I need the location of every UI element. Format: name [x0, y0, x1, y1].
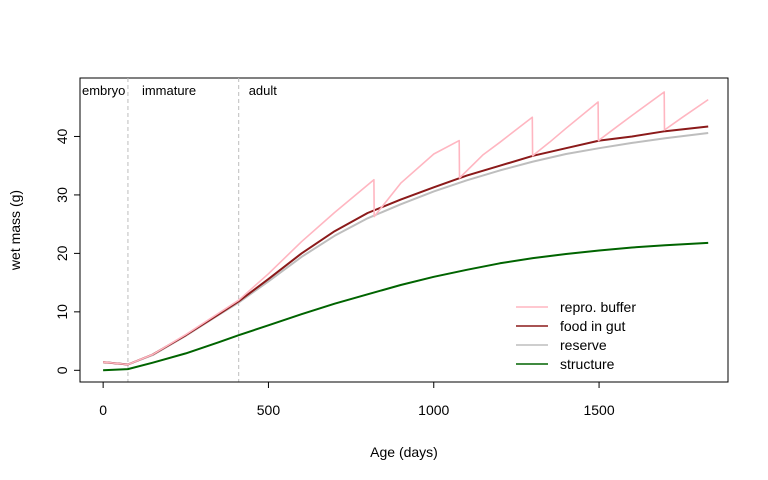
x-tick-label: 1500: [583, 402, 614, 418]
legend-label: food in gut: [560, 318, 625, 334]
stage-boundaries: [127, 78, 240, 382]
y-tick-label: 10: [54, 304, 70, 320]
legend-label: structure: [560, 356, 615, 372]
legend: repro. buffer food in gut reserve structure: [516, 299, 636, 372]
x-axis: 0 500 1000 1500: [99, 381, 615, 418]
series-layer: [103, 91, 709, 372]
y-tick-label: 0: [54, 366, 70, 374]
stage-labels: embryo immature adult: [82, 83, 277, 98]
y-axis-title: wet mass (g): [7, 190, 23, 271]
legend-label: repro. buffer: [560, 299, 636, 315]
y-axis: 0 10 20 30 40: [54, 128, 81, 374]
x-tick-label: 1000: [418, 402, 449, 418]
stage-label-immature: immature: [142, 83, 196, 98]
plot-frame: [79, 77, 729, 383]
legend-label: reserve: [560, 337, 607, 353]
x-tick-label: 500: [257, 402, 281, 418]
series-repro-buffer-line: [103, 91, 709, 366]
stage-label-embryo: embryo: [82, 83, 125, 98]
y-tick-label: 40: [54, 128, 70, 144]
series-structure-line: [103, 241, 709, 372]
x-axis-title: Age (days): [370, 444, 438, 460]
y-tick-label: 20: [54, 245, 70, 261]
y-tick-label: 30: [54, 187, 70, 203]
x-tick-label: 0: [99, 402, 107, 418]
stage-label-adult: adult: [249, 83, 278, 98]
